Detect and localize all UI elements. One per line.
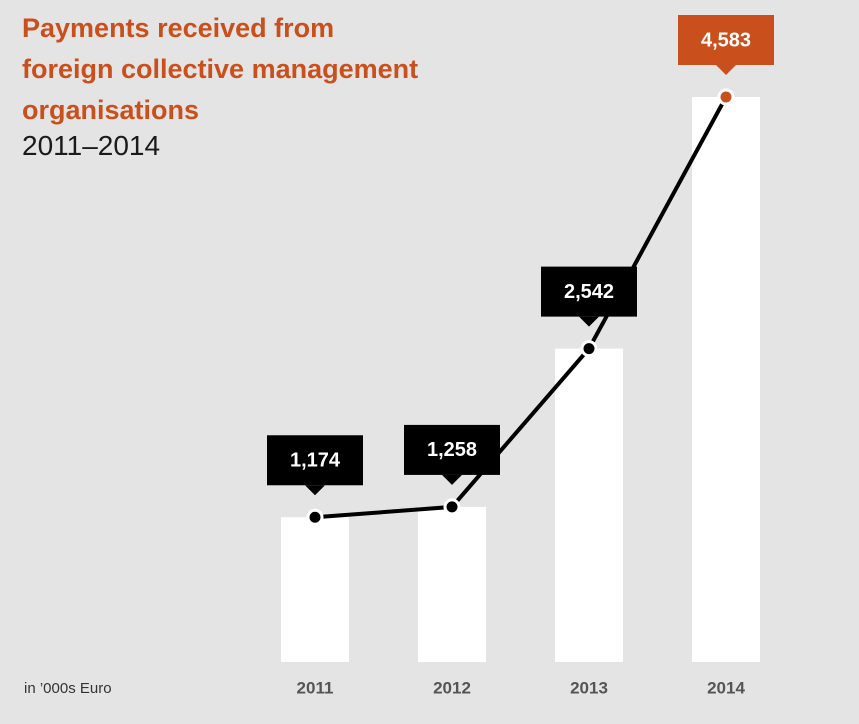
bar: [555, 348, 623, 662]
bar: [692, 97, 760, 662]
unit-note: in ’000s Euro: [24, 680, 112, 697]
line: [314, 96, 728, 520]
x-tick-label: 2012: [433, 678, 471, 697]
bar: [281, 517, 349, 662]
value-label: 1,258: [427, 439, 477, 461]
callout-box: [678, 15, 774, 65]
x-tick-label: 2014: [707, 678, 745, 697]
value-label: 2,542: [564, 281, 614, 303]
callout-box: [267, 435, 363, 486]
bar: [418, 506, 486, 662]
callout-pointer: [305, 485, 325, 496]
x-tick-label: 2013: [570, 678, 608, 697]
callout-pointer: [442, 474, 462, 485]
chart-subtitle: 2011–2014: [22, 130, 161, 161]
chart-title: Payments received from foreign collectiv…: [22, 13, 419, 125]
callout-box: [404, 424, 500, 475]
callout-box: [541, 266, 637, 317]
point: [580, 340, 598, 358]
x-tick-label: 2011: [297, 678, 334, 697]
callout-pointer: [716, 65, 736, 75]
value-label: 4,583: [701, 29, 751, 51]
callout-pointer: [579, 316, 599, 327]
point: [717, 88, 735, 106]
point: [306, 508, 324, 526]
point: [443, 498, 461, 516]
value-label: 1,174: [290, 450, 341, 472]
